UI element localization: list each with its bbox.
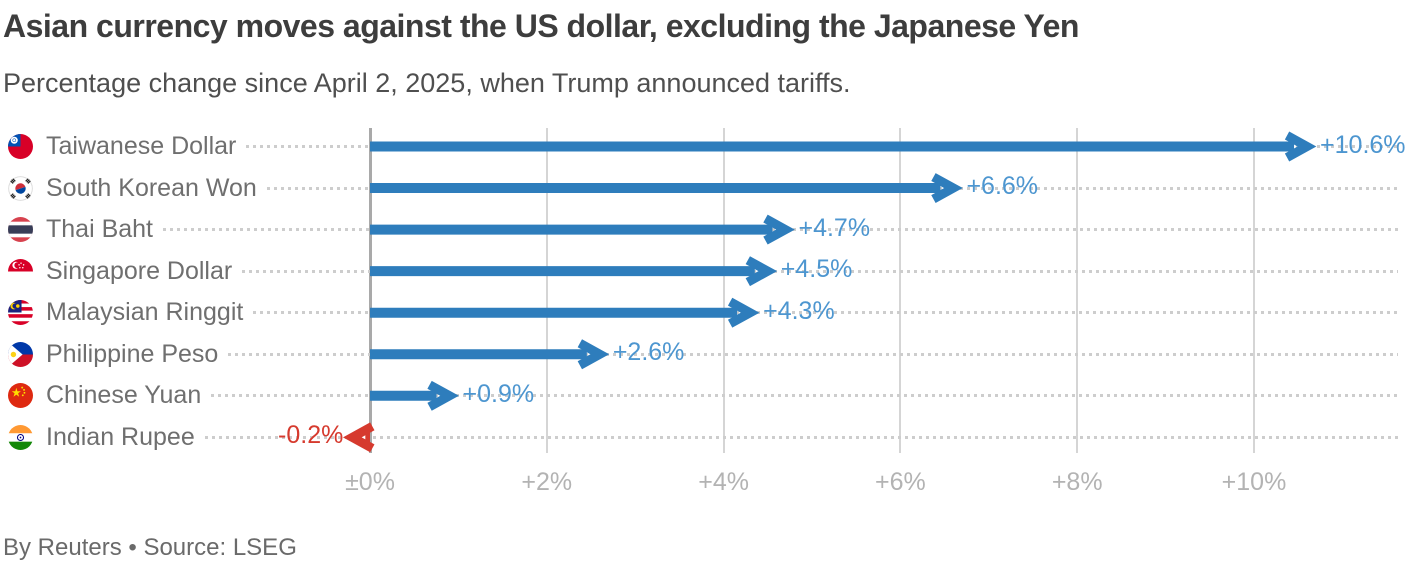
- flag-singapore-icon: [8, 258, 33, 284]
- flag-thailand-icon: [8, 217, 33, 243]
- currency-row: Taiwanese Dollar: [8, 126, 1398, 168]
- dotted-leader-line: [228, 352, 1398, 356]
- currency-label: Philippine Peso: [46, 339, 219, 368]
- gridline: [722, 128, 725, 453]
- x-tick-label: +6%: [875, 468, 926, 496]
- value-label: +0.9%: [462, 379, 535, 408]
- x-tick-label: +8%: [1051, 468, 1103, 496]
- value-label: -0.2%: [278, 421, 344, 450]
- flag-india-icon: [8, 424, 33, 450]
- dotted-leader-line: [163, 228, 1398, 232]
- flag-china-icon: [8, 383, 33, 409]
- x-tick-label: +2%: [521, 468, 573, 496]
- currency-label: Chinese Yuan: [46, 381, 202, 410]
- currency-label: Taiwanese Dollar: [46, 132, 237, 160]
- value-label: +4.5%: [780, 255, 853, 284]
- currency-label: Malaysian Ringgit: [46, 298, 244, 327]
- dotted-leader-line: [242, 269, 1398, 273]
- gridline: [1076, 128, 1079, 453]
- currency-row: Singapore Dollar: [8, 250, 1398, 292]
- chart-subtitle: Percentage change since April 2, 2025, w…: [3, 68, 851, 98]
- currency-row: South Korean Won: [8, 167, 1398, 209]
- flag-philippines-icon: [8, 341, 33, 367]
- x-tick-label: +4%: [698, 468, 749, 496]
- currency-row: Thai Baht: [8, 209, 1398, 251]
- value-label: +4.7%: [798, 213, 871, 242]
- gridline: [899, 128, 902, 453]
- currency-row: Philippine Peso: [8, 333, 1398, 375]
- value-label: +10.6%: [1320, 130, 1406, 159]
- zero-axis-line: [368, 128, 372, 453]
- currency-label: Thai Baht: [46, 215, 154, 244]
- x-tick-label: ±0%: [345, 468, 395, 496]
- currency-row: Malaysian Ringgit: [8, 292, 1398, 334]
- currency-label: Singapore Dollar: [46, 256, 233, 285]
- chart-title: Asian currency moves against the US doll…: [3, 8, 1079, 44]
- dotted-leader-line: [211, 394, 1398, 398]
- currency-row: Chinese Yuan: [8, 375, 1398, 417]
- dotted-leader-line: [246, 145, 1398, 148]
- x-tick-label: +10%: [1221, 468, 1287, 496]
- source-credit: By Reuters • Source: LSEG: [3, 534, 297, 561]
- gridline: [1253, 128, 1255, 453]
- value-label: +6.6%: [966, 172, 1039, 201]
- dotted-leader-line: [253, 311, 1398, 315]
- currency-label: South Korean Won: [46, 173, 257, 202]
- dotted-leader-line: [266, 186, 1398, 190]
- gridline: [545, 128, 548, 453]
- dotted-leader-line: [204, 435, 1398, 439]
- value-label: +2.6%: [612, 338, 685, 367]
- value-label: +4.3%: [763, 296, 835, 325]
- currency-row: Indian Rupee: [8, 416, 1398, 458]
- flag-south-korea-icon: [8, 175, 33, 201]
- flag-taiwan-icon: [8, 134, 33, 159]
- currency-label: Indian Rupee: [46, 422, 195, 451]
- flag-malaysia-icon: [8, 300, 33, 326]
